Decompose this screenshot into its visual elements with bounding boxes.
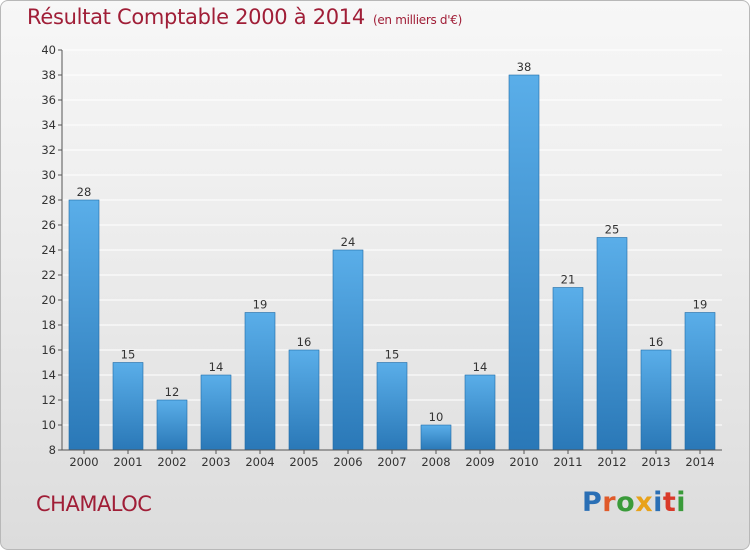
x-tick-label-2007: 2007 [377, 455, 406, 469]
x-tick-label-2012: 2012 [597, 455, 626, 469]
data-label-2013: 16 [649, 335, 664, 349]
y-tick-label: 40 [41, 43, 56, 57]
bar-2004 [244, 312, 276, 451]
bar-2000 [68, 199, 100, 451]
bar-2011 [552, 287, 584, 451]
x-tick-label-2013: 2013 [641, 455, 670, 469]
y-tick-label: 18 [41, 318, 56, 332]
y-tick-label: 14 [41, 368, 56, 382]
data-label-2012: 25 [605, 223, 620, 237]
x-tick-label-2010: 2010 [509, 455, 538, 469]
data-label-2001: 15 [121, 348, 136, 362]
data-label-2010: 38 [517, 60, 532, 74]
commune-name: CHAMALOC [36, 492, 152, 516]
data-label-2006: 24 [341, 235, 356, 249]
data-label-2014: 19 [693, 298, 708, 312]
logo-letter: o [616, 487, 636, 518]
y-tick-label: 16 [41, 343, 56, 357]
logo-letter: t [662, 487, 677, 518]
data-label-2002: 12 [165, 385, 180, 399]
y-tick-label: 22 [41, 268, 56, 282]
data-label-2005: 16 [297, 335, 312, 349]
x-tick-label-2003: 2003 [201, 455, 230, 469]
logo-letter: x [635, 487, 654, 518]
data-label-2009: 14 [473, 360, 488, 374]
x-tick-label-2014: 2014 [685, 455, 714, 469]
y-tick-label: 30 [41, 168, 56, 182]
data-label-2004: 19 [253, 298, 268, 312]
y-tick-label: 24 [41, 243, 56, 257]
bar-2007 [376, 362, 408, 451]
y-tick-label: 32 [41, 143, 56, 157]
x-tick-label-2002: 2002 [157, 455, 186, 469]
bar-2003 [200, 374, 232, 451]
bar-2008 [420, 424, 452, 451]
logo-letter: r [602, 487, 617, 518]
y-tick-label: 10 [41, 418, 56, 432]
bar-2009 [464, 374, 496, 451]
x-tick-label-2004: 2004 [245, 455, 274, 469]
logo-letter: P [582, 487, 603, 518]
x-tick-label-2008: 2008 [421, 455, 450, 469]
logo-letter: i [676, 487, 687, 518]
proxiti-logo: Proxiti [582, 487, 686, 518]
y-tick-label: 28 [41, 193, 56, 207]
x-tick-label-2005: 2005 [289, 455, 318, 469]
bar-2005 [288, 349, 320, 451]
x-tick-label-2001: 2001 [113, 455, 142, 469]
data-label-2003: 14 [209, 360, 224, 374]
y-tick-label: 20 [41, 293, 56, 307]
bar-2006 [332, 249, 364, 451]
x-tick-label-2000: 2000 [69, 455, 98, 469]
bar-2001 [112, 362, 144, 451]
y-tick-label: 8 [49, 443, 56, 457]
y-tick-label: 34 [41, 118, 56, 132]
chart-title: Résultat Comptable 2000 à 2014 (en millie… [27, 5, 462, 29]
chart-title-text: Résultat Comptable 2000 à 2014 [27, 5, 365, 29]
bar-2010 [508, 74, 540, 451]
logo-letter: i [653, 487, 663, 518]
data-label-2007: 15 [385, 348, 400, 362]
y-tick-label: 12 [41, 393, 56, 407]
bar-2014 [684, 312, 716, 451]
x-tick-label-2009: 2009 [465, 455, 494, 469]
y-tick-label: 38 [41, 68, 56, 82]
data-label-2000: 28 [77, 185, 92, 199]
bar-2013 [640, 349, 672, 451]
data-label-2008: 10 [429, 410, 444, 424]
bar-2002 [156, 399, 188, 451]
chart-subtitle: (en milliers d'€) [372, 13, 462, 27]
y-tick-label: 36 [41, 93, 56, 107]
x-tick-label-2011: 2011 [553, 455, 582, 469]
bar-2012 [596, 237, 628, 451]
x-tick-label-2006: 2006 [333, 455, 362, 469]
data-label-2011: 21 [561, 273, 576, 287]
y-tick-label: 26 [41, 218, 56, 232]
